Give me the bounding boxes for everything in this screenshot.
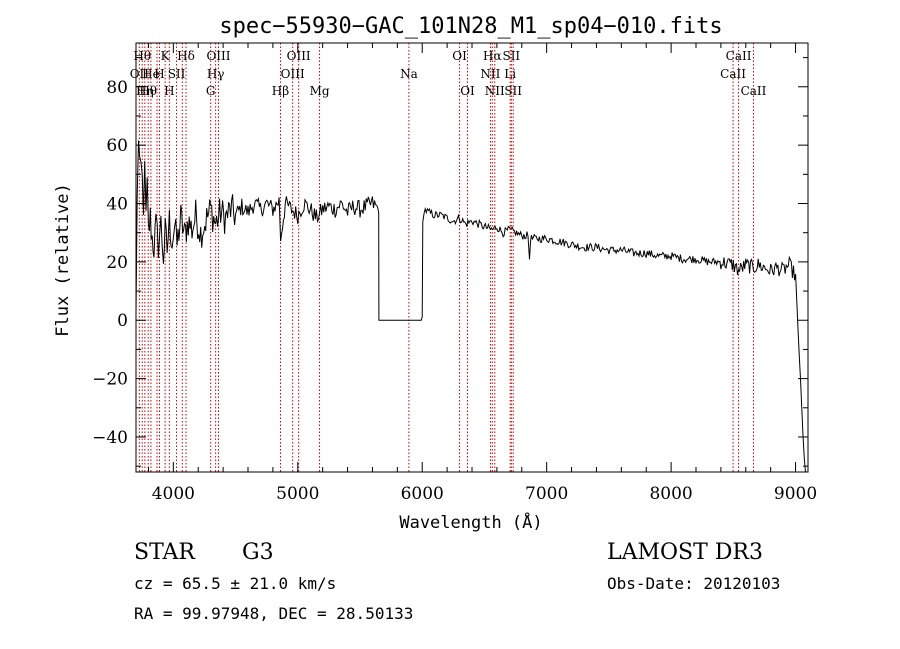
y-axis-label: Flux (relative)	[53, 183, 73, 337]
y-tick-label: 60	[106, 136, 128, 156]
line-marker-label: H	[164, 84, 174, 98]
line-marker-label: OI	[452, 49, 467, 63]
object-class: STAR	[134, 540, 195, 565]
x-tick-label: 7000	[525, 484, 568, 504]
line-marker-label: OII	[130, 67, 150, 81]
y-tick-label: 40	[106, 195, 128, 215]
x-tick-label: 9000	[774, 484, 817, 504]
survey-name: LAMOST DR3	[607, 540, 763, 565]
y-tick-label: 20	[106, 253, 128, 273]
line-marker-label: OIII	[281, 67, 305, 81]
line-marker-label: OIII	[206, 49, 230, 63]
x-axis-ticks: 4000 5000 6000 7000 8000 9000	[147, 43, 817, 504]
line-marker-label: Li	[504, 67, 516, 81]
line-marker-label: CaII	[720, 67, 746, 81]
line-markers	[138, 43, 754, 472]
line-marker-label: NII	[480, 67, 500, 81]
line-marker-label: NII	[485, 84, 505, 98]
line-marker-label: OIII	[287, 49, 311, 63]
plot-frame	[135, 42, 809, 473]
chart-title: spec−55930−GAC_101N28_M1_sp04−010.fits	[219, 14, 722, 39]
x-axis-label: Wavelength (Å)	[399, 511, 542, 533]
y-tick-label: −40	[92, 428, 128, 448]
line-marker-label: H	[154, 67, 164, 81]
line-marker-label: He	[142, 67, 160, 81]
line-marker-label: G	[206, 84, 216, 98]
coordinates: RA = 99.97948, DEC = 28.50133	[134, 604, 414, 623]
line-marker-label: OI	[460, 84, 475, 98]
line-marker-label: Hθ	[133, 49, 151, 63]
spectrum-series-line	[135, 140, 808, 473]
line-marker-label: Na	[400, 67, 418, 81]
x-tick-label: 5000	[276, 484, 319, 504]
x-tick-label: 6000	[401, 484, 444, 504]
line-marker-label: SII	[504, 84, 522, 98]
line-marker-label: SII	[168, 67, 186, 81]
line-marker-label: Hα	[483, 49, 502, 63]
observation-date: Obs-Date: 20120103	[607, 574, 781, 593]
line-marker-label: Hθ	[139, 84, 157, 98]
line-marker-label: CaII	[726, 49, 752, 63]
line-marker-label: CaII	[741, 84, 767, 98]
y-axis-ticks: −40 −20 0 20 40 60 80	[92, 57, 808, 467]
x-tick-label: 4000	[152, 484, 195, 504]
y-tick-label: 80	[106, 78, 128, 98]
y-tick-label: 0	[117, 311, 128, 331]
y-tick-label: −20	[92, 370, 128, 390]
line-marker-label: Mg	[310, 84, 330, 98]
spectral-subclass: G3	[242, 540, 274, 565]
line-marker-label: K	[161, 49, 171, 63]
line-marker-label: Hδ	[177, 49, 195, 63]
line-marker-label: SII	[502, 49, 520, 63]
line-marker-label: Hβ	[272, 84, 289, 98]
line-marker-label: Hγ	[207, 67, 225, 81]
x-tick-label: 8000	[649, 484, 692, 504]
line-marker-label: Hη	[136, 84, 154, 98]
redshift-cz: cz = 65.5 ± 21.0 km/s	[134, 574, 337, 593]
line-marker-labels: OIIHθHηHθHeHKHSIIHδGHγOIIIHβOIIIOIIIMgNa…	[130, 49, 767, 98]
